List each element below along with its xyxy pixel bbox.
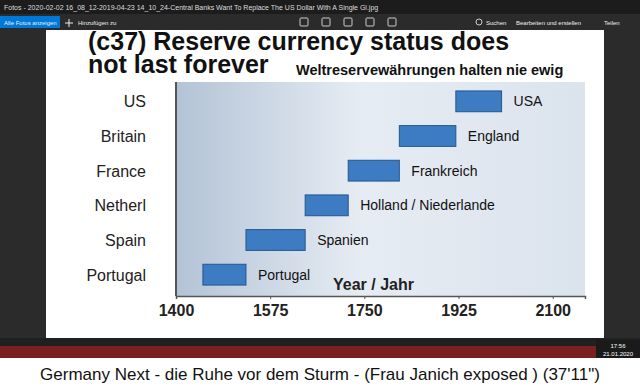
bar-annotation: Frankreich bbox=[411, 163, 477, 179]
clock-box bbox=[596, 340, 640, 359]
x-tick-label: 1925 bbox=[441, 302, 477, 319]
icon-search bbox=[476, 19, 482, 25]
window-title: Fotos - 2020-02-02 16_08_12-2019-04-23 1… bbox=[4, 4, 378, 12]
range-bar bbox=[203, 264, 246, 285]
range-bar bbox=[305, 195, 348, 216]
x-tick-mark bbox=[459, 296, 460, 299]
bottom-strip bbox=[0, 338, 640, 346]
clock-date: 21.01.2020 bbox=[603, 351, 634, 357]
category-label: Portugal bbox=[86, 267, 146, 284]
toolbar-item[interactable]: Suchen bbox=[486, 20, 506, 26]
x-tick-mark bbox=[364, 296, 365, 299]
range-bar bbox=[399, 126, 456, 147]
x-tick: 1575 bbox=[253, 296, 289, 319]
x-axis-title: Year / Jahr bbox=[333, 276, 414, 293]
caption-band bbox=[0, 358, 640, 388]
toolbar-icon[interactable] bbox=[300, 18, 308, 26]
title-bar bbox=[0, 0, 640, 14]
category-label: Spain bbox=[105, 232, 146, 249]
toolbar-icon[interactable] bbox=[366, 18, 374, 26]
bar-annotation: England bbox=[468, 128, 519, 144]
x-tick: 1925 bbox=[441, 296, 477, 319]
x-tick-mark bbox=[270, 296, 271, 299]
plot-area bbox=[176, 82, 585, 296]
range-bar bbox=[246, 230, 305, 251]
bars bbox=[203, 91, 502, 285]
x-tick-label: 1400 bbox=[159, 302, 195, 319]
toolbar-icon[interactable] bbox=[322, 18, 330, 26]
x-axis-line bbox=[177, 297, 586, 300]
icon-add bbox=[65, 19, 73, 27]
x-tick: 1400 bbox=[159, 296, 195, 319]
category-label: Britain bbox=[101, 128, 146, 145]
toolbar-item[interactable]: Alle Fotos anzeigen bbox=[4, 20, 57, 26]
range-bar bbox=[456, 91, 502, 112]
x-tick-mark bbox=[553, 296, 554, 299]
caption-band-top bbox=[0, 346, 640, 358]
category-label: Netherl bbox=[94, 197, 146, 214]
toolbar-icon[interactable] bbox=[344, 18, 352, 26]
x-tick-label: 2100 bbox=[535, 302, 571, 319]
viewer-background bbox=[0, 0, 640, 388]
slide bbox=[46, 30, 604, 338]
toolbar-item[interactable]: Bearbeiten und erstellen bbox=[516, 20, 581, 26]
category-label: US bbox=[124, 93, 146, 110]
toolbar-icon[interactable] bbox=[388, 18, 396, 26]
chart-subtitle: Weltreservewährungen halten nie ewig bbox=[296, 62, 563, 78]
toolbar-button-bg bbox=[0, 16, 60, 28]
x-tick: 1750 bbox=[347, 296, 383, 319]
bar-annotation: Portugal bbox=[258, 267, 310, 283]
toolbar-item[interactable]: Hinzufügen zu bbox=[78, 20, 116, 26]
range-bar bbox=[348, 160, 399, 181]
x-tick-label: 1575 bbox=[253, 302, 289, 319]
toolbar-item[interactable]: Teilen bbox=[604, 20, 620, 26]
x-tick: 2100 bbox=[535, 296, 571, 319]
x-tick-mark bbox=[176, 296, 177, 299]
category-label: France bbox=[96, 163, 146, 180]
plot-frame-left bbox=[175, 82, 177, 296]
bar-annotation: Spanien bbox=[317, 232, 368, 248]
bar-annotation: Holland / Niederlande bbox=[360, 197, 495, 213]
bar-annotation: USA bbox=[514, 93, 543, 109]
caption: Germany Next - die Ruhe vor dem Sturm - … bbox=[40, 365, 600, 384]
x-axis: 1400 1575 1750 1925 2100 bbox=[159, 296, 586, 319]
clock-time: 17:56 bbox=[610, 343, 626, 349]
x-tick-label: 1750 bbox=[347, 302, 383, 319]
chart-title-line: not last forever bbox=[88, 50, 269, 78]
